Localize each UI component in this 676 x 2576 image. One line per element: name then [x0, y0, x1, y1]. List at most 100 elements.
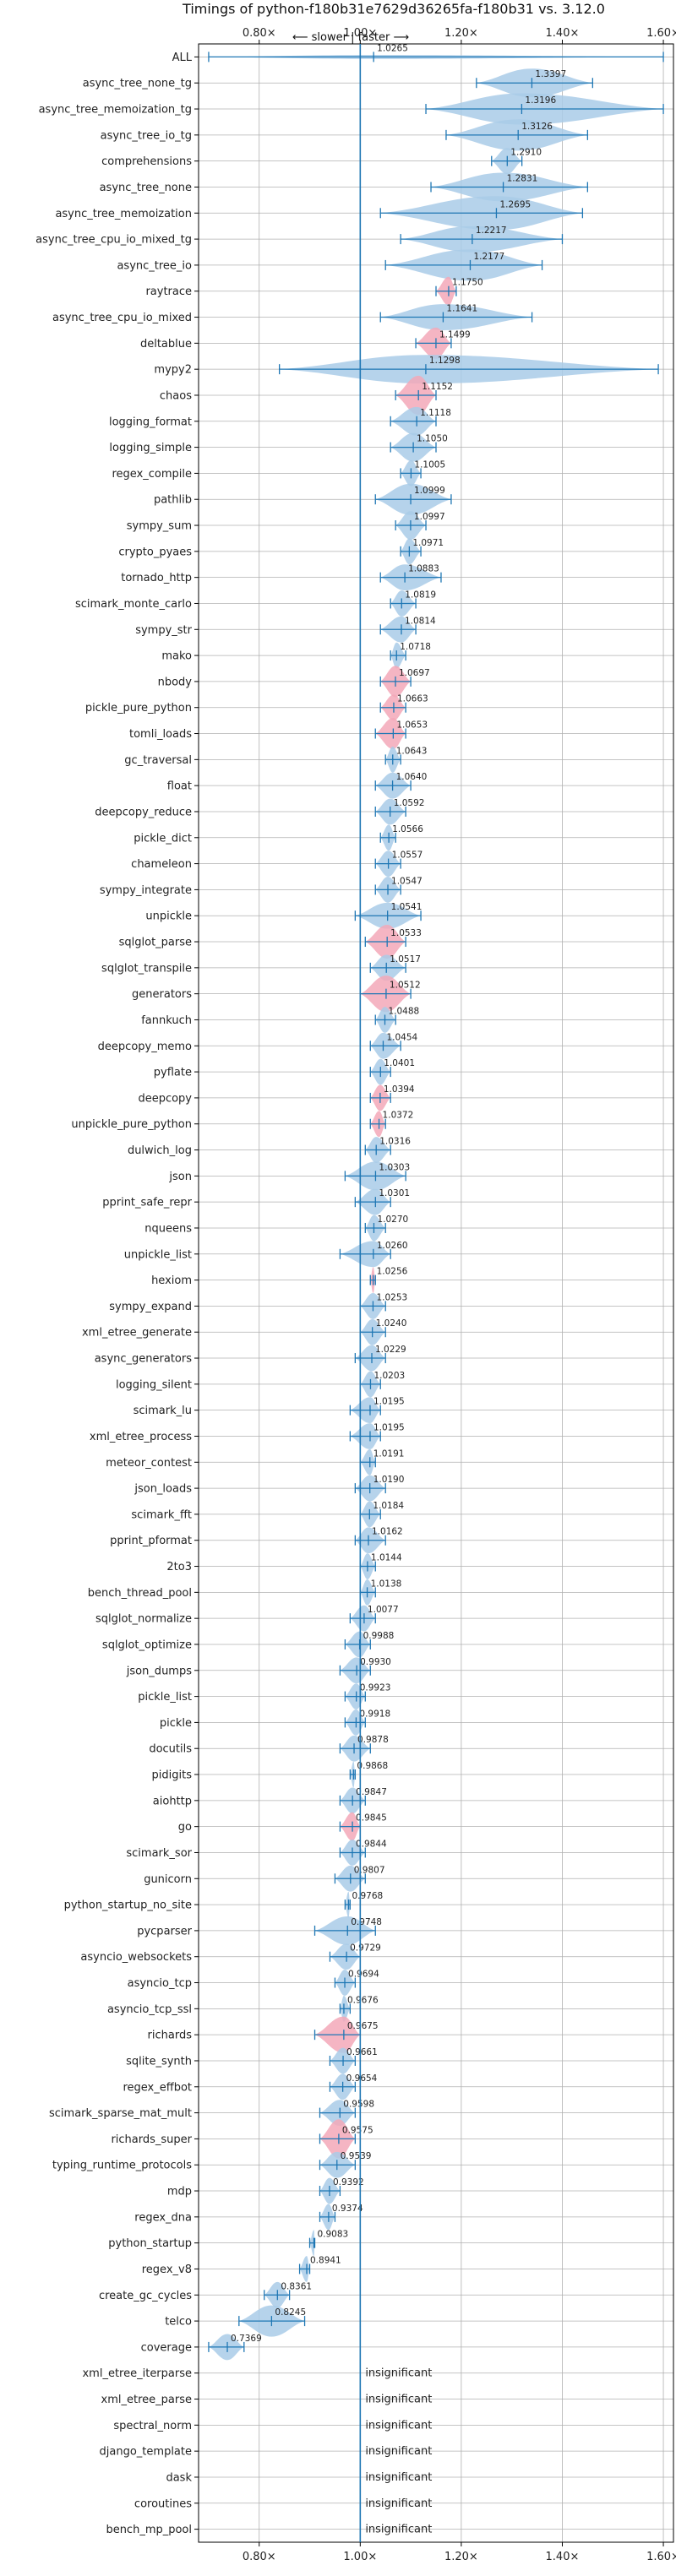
- value-label: 0.9729: [350, 1943, 381, 1954]
- benchmark-label: tomli_loads: [129, 728, 192, 741]
- benchmark-label: nbody: [158, 676, 193, 688]
- benchmark-label: nqueens: [144, 1222, 192, 1235]
- benchmark-label: sqlglot_parse: [119, 937, 192, 949]
- benchmark-label: mdp: [167, 2186, 192, 2198]
- benchmark-label: logging_silent: [116, 1378, 192, 1391]
- value-label: 0.7369: [231, 2334, 262, 2344]
- plot-frame: [198, 43, 674, 2543]
- value-label: 1.0195: [373, 1422, 405, 1432]
- value-label: 1.0999: [414, 486, 445, 496]
- value-label: 1.0191: [373, 1448, 405, 1459]
- value-label: 1.0488: [388, 1006, 419, 1016]
- value-label: 1.0592: [394, 798, 425, 808]
- benchmark-label: meteor_contest: [106, 1457, 192, 1470]
- benchmark-label: pprint_pformat: [110, 1535, 192, 1547]
- axes-layer: 0.80× 0.80× 1.00× 1.00× 1.20× 1.20× 1.40× 1.40×…: [35, 27, 676, 2563]
- value-label: 1.0663: [397, 694, 428, 704]
- benchmark-label: fannkuch: [141, 1014, 192, 1027]
- benchmark-label: async_tree_cpu_io_mixed_tg: [35, 234, 192, 247]
- value-label: 1.2177: [473, 252, 504, 262]
- value-label: 1.0301: [379, 1188, 410, 1198]
- value-label: 1.1298: [429, 356, 461, 366]
- benchmark-label: json: [168, 1171, 192, 1183]
- benchmark-label: raytrace: [145, 285, 192, 298]
- benchmark-label: asyncio_websockets: [80, 1951, 192, 1964]
- value-label: 1.2831: [507, 173, 538, 183]
- top-x-tick-label: 0.80×: [243, 27, 276, 40]
- benchmark-label: json_dumps: [126, 1665, 192, 1677]
- value-label: 1.0401: [384, 1058, 415, 1068]
- benchmark-label: scimark_monte_carlo: [75, 598, 192, 611]
- value-label: 1.0814: [405, 616, 436, 626]
- benchmark-label: async_tree_memoization_tg: [39, 104, 192, 117]
- benchmark-label: scimark_lu: [134, 1405, 192, 1417]
- value-label: 0.9654: [346, 2073, 378, 2084]
- value-label: 0.9847: [356, 1787, 387, 1797]
- benchmark-label: scimark_fft: [131, 1508, 192, 1521]
- benchmark-label: async_tree_io_tg: [101, 129, 192, 142]
- benchmark-label: pyflate: [154, 1067, 192, 1079]
- top-x-tick-label: 1.40×: [546, 27, 580, 40]
- benchmark-label: django_template: [100, 2446, 192, 2459]
- benchmark-label: deepcopy_memo: [98, 1041, 192, 1053]
- chart-subtitle: ⟵ slower | faster ⟶: [292, 31, 409, 44]
- benchmark-label: coroutines: [134, 2497, 192, 2510]
- benchmark-label: ALL: [172, 52, 193, 64]
- value-label: 0.9598: [343, 2100, 374, 2110]
- value-label: 1.0190: [373, 1475, 405, 1485]
- benchmark-label: pathlib: [154, 494, 192, 507]
- benchmark-label: richards: [148, 2030, 193, 2042]
- benchmark-label: deltablue: [140, 338, 192, 351]
- value-label: 0.8361: [281, 2281, 312, 2291]
- value-label: 1.0077: [368, 1605, 399, 1615]
- benchmark-label: xml_etree_parse: [101, 2394, 192, 2406]
- insignificant-label: insignificant: [365, 2394, 432, 2406]
- value-label: 1.0971: [412, 538, 444, 548]
- benchmark-label: gc_traversal: [124, 754, 192, 767]
- value-label: 0.9392: [333, 2177, 364, 2187]
- benchmark-label: spectral_norm: [113, 2420, 192, 2432]
- insignificant-label: insignificant: [365, 2445, 432, 2458]
- value-label: 1.0203: [373, 1371, 405, 1381]
- insignificant-label: insignificant: [365, 2497, 432, 2510]
- value-label: 1.1750: [452, 278, 483, 288]
- grid-layer: [199, 44, 673, 2542]
- benchmark-label: chaos: [160, 389, 192, 402]
- value-label: 1.0512: [390, 981, 421, 991]
- value-label: 1.0547: [391, 876, 422, 886]
- marks-layer: 1.0265 1.3397 1.3196 1.3126 1.2910 1.2831 1.26…: [208, 43, 664, 2536]
- benchmark-label: async_generators: [95, 1353, 193, 1366]
- benchmark-label: async_tree_memoization: [55, 208, 192, 220]
- benchmark-label: deepcopy: [138, 1092, 192, 1105]
- benchmark-label: sqlite_synth: [126, 2055, 192, 2068]
- value-label: 1.2217: [476, 226, 507, 236]
- benchmark-label: async_tree_none_tg: [83, 78, 192, 90]
- benchmark-label: 2to3: [166, 1561, 192, 1573]
- value-label: 1.0566: [392, 824, 423, 834]
- value-label: 1.0265: [377, 43, 408, 53]
- benchmark-label: dulwich_log: [128, 1144, 192, 1157]
- value-label: 0.9878: [357, 1735, 389, 1745]
- benchmark-label: python_startup: [108, 2237, 192, 2250]
- top-x-tick-label: 1.60×: [646, 27, 676, 40]
- value-label: 1.1118: [420, 408, 451, 418]
- benchmark-label: asyncio_tcp: [128, 1977, 192, 1990]
- value-label: 1.1641: [446, 304, 477, 314]
- benchmark-label: tornado_http: [121, 572, 192, 584]
- benchmark-label: regex_effbot: [123, 2081, 192, 2094]
- benchmark-label: aiohttp: [153, 1795, 192, 1807]
- value-label: 0.9748: [351, 1917, 382, 1927]
- value-label: 1.0184: [373, 1501, 404, 1511]
- benchmark-label: async_tree_io: [117, 259, 192, 272]
- benchmark-label: asyncio_tcp_ssl: [107, 2003, 192, 2016]
- value-label: 1.3196: [525, 95, 556, 106]
- value-label: 0.9661: [346, 2047, 378, 2057]
- bottom-x-tick-label: 1.60×: [646, 2551, 676, 2563]
- benchmark-label: xml_etree_iterparse: [82, 2367, 192, 2380]
- value-label: 1.1499: [439, 329, 471, 340]
- benchmark-label: richards_super: [111, 2133, 192, 2146]
- value-label: 0.9807: [354, 1865, 385, 1875]
- benchmark-label: regex_v8: [142, 2264, 192, 2276]
- value-label: 0.9988: [363, 1631, 395, 1641]
